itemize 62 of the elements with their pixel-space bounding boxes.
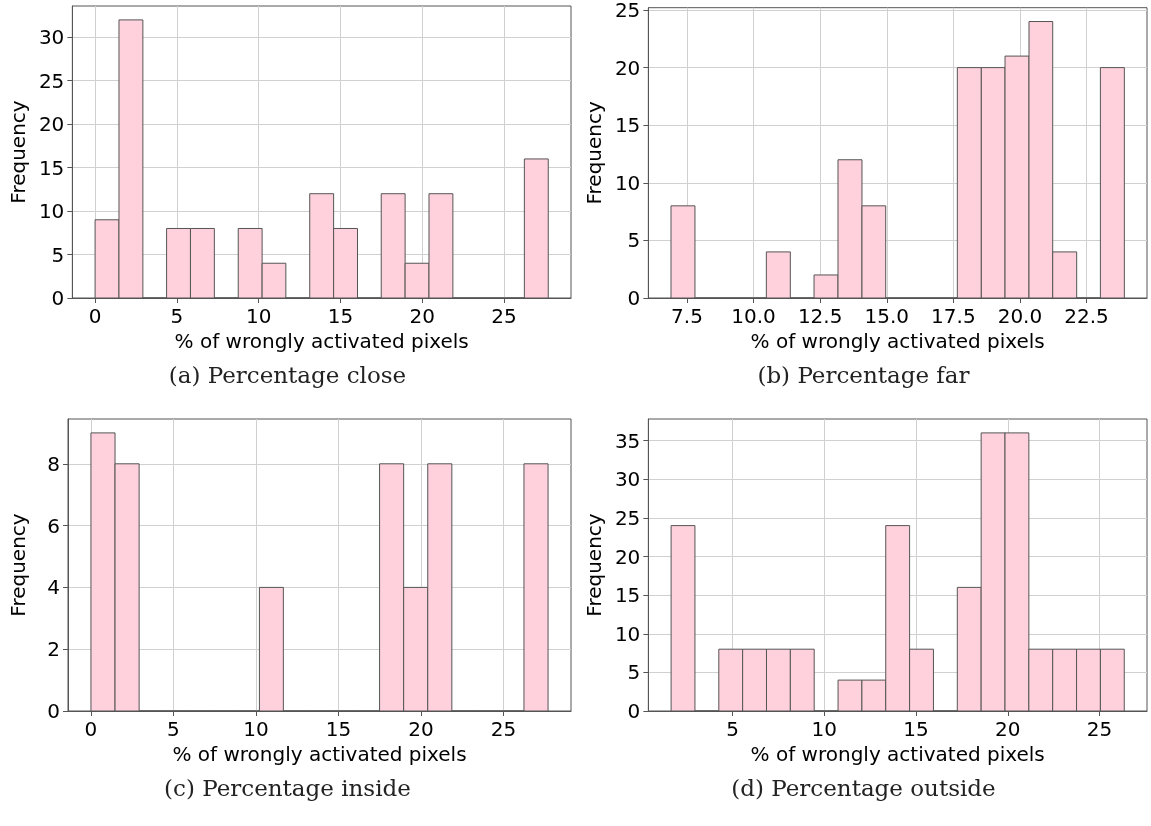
y-tick-label: 25 bbox=[614, 505, 641, 530]
text: (d) Percentage outside bbox=[730, 775, 997, 801]
x-axis-title: % of wrongly activated pixels bbox=[750, 328, 1045, 353]
y-tick-label: 35 bbox=[614, 428, 641, 453]
x-tick-label: 10.0 bbox=[731, 304, 776, 328]
y-tick-label: 0 bbox=[51, 286, 65, 310]
x-tick-label: 15 bbox=[325, 717, 352, 741]
x-tick-label: 20 bbox=[408, 717, 434, 741]
y-tick-label: 15 bbox=[614, 113, 641, 138]
y-tick-label: 8 bbox=[47, 451, 60, 476]
y-axis-title: Frequency bbox=[6, 513, 30, 617]
text: (c) Percentage inside bbox=[163, 775, 412, 801]
y-axis-title: Frequency bbox=[582, 513, 606, 617]
text: (a) Percentage close bbox=[167, 362, 408, 388]
y-tick-label: 6 bbox=[47, 513, 60, 538]
x-axis-title: % of wrongly activated pixels bbox=[172, 741, 467, 766]
y-tick-label: 30 bbox=[614, 467, 641, 492]
x-tick-label: 20 bbox=[995, 717, 1021, 741]
x-tick-label: 15 bbox=[327, 304, 354, 328]
y-tick-label: 10 bbox=[614, 170, 641, 195]
y-tick-label: 25 bbox=[38, 68, 65, 93]
x-tick-label: 25 bbox=[490, 717, 517, 741]
x-tick-label: 0 bbox=[88, 304, 102, 328]
x-tick-label: 12.5 bbox=[797, 304, 843, 328]
y-tick-label: 4 bbox=[47, 575, 60, 600]
x-tick-label: 5 bbox=[726, 717, 739, 741]
x-tick-label: 15.0 bbox=[864, 304, 910, 328]
x-tick-label: 15 bbox=[903, 717, 929, 741]
y-axis-title: Frequency bbox=[582, 101, 606, 205]
x-axis-title: % of wrongly activated pixels bbox=[174, 328, 469, 353]
y-tick-label: 15 bbox=[614, 583, 641, 608]
y-tick-label: 25 bbox=[614, 0, 641, 22]
x-tick-label: 20.0 bbox=[997, 304, 1043, 328]
y-tick-label: 20 bbox=[614, 55, 641, 80]
x-tick-label: 25 bbox=[1086, 717, 1113, 741]
x-tick-label: 5 bbox=[170, 304, 184, 328]
x-tick-label: 5 bbox=[167, 717, 180, 741]
x-tick-label: 10 bbox=[811, 717, 838, 741]
y-tick-label: 0 bbox=[47, 699, 60, 723]
text: (b) Percentage far bbox=[756, 362, 971, 388]
x-tick-label: 10 bbox=[243, 717, 269, 741]
y-tick-label: 5 bbox=[627, 660, 641, 685]
y-tick-label: 30 bbox=[38, 25, 65, 50]
x-axis-title: % of wrongly activated pixels bbox=[750, 741, 1045, 766]
x-tick-label: 7.5 bbox=[671, 304, 703, 328]
y-tick-label: 5 bbox=[51, 242, 65, 267]
y-tick-label: 2 bbox=[47, 637, 60, 662]
x-tick-label: 17.5 bbox=[931, 304, 976, 328]
y-tick-label: 0 bbox=[627, 286, 641, 310]
x-tick-label: 20 bbox=[409, 304, 436, 328]
x-tick-label: 10 bbox=[245, 304, 272, 328]
y-tick-label: 20 bbox=[38, 112, 65, 137]
y-axis-title: Frequency bbox=[6, 100, 30, 204]
y-tick-label: 5 bbox=[627, 228, 641, 253]
x-tick-label: 22.5 bbox=[1064, 304, 1109, 328]
y-tick-label: 0 bbox=[627, 699, 641, 723]
y-tick-label: 20 bbox=[614, 544, 641, 569]
y-tick-label: 10 bbox=[38, 199, 65, 224]
y-tick-label: 15 bbox=[38, 155, 65, 180]
y-tick-label: 10 bbox=[614, 621, 641, 646]
x-tick-label: 25 bbox=[491, 304, 517, 328]
x-tick-label: 0 bbox=[84, 717, 98, 741]
